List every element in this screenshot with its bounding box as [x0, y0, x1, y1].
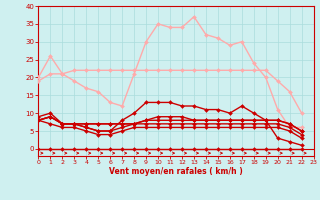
X-axis label: Vent moyen/en rafales ( km/h ): Vent moyen/en rafales ( km/h ) — [109, 167, 243, 176]
